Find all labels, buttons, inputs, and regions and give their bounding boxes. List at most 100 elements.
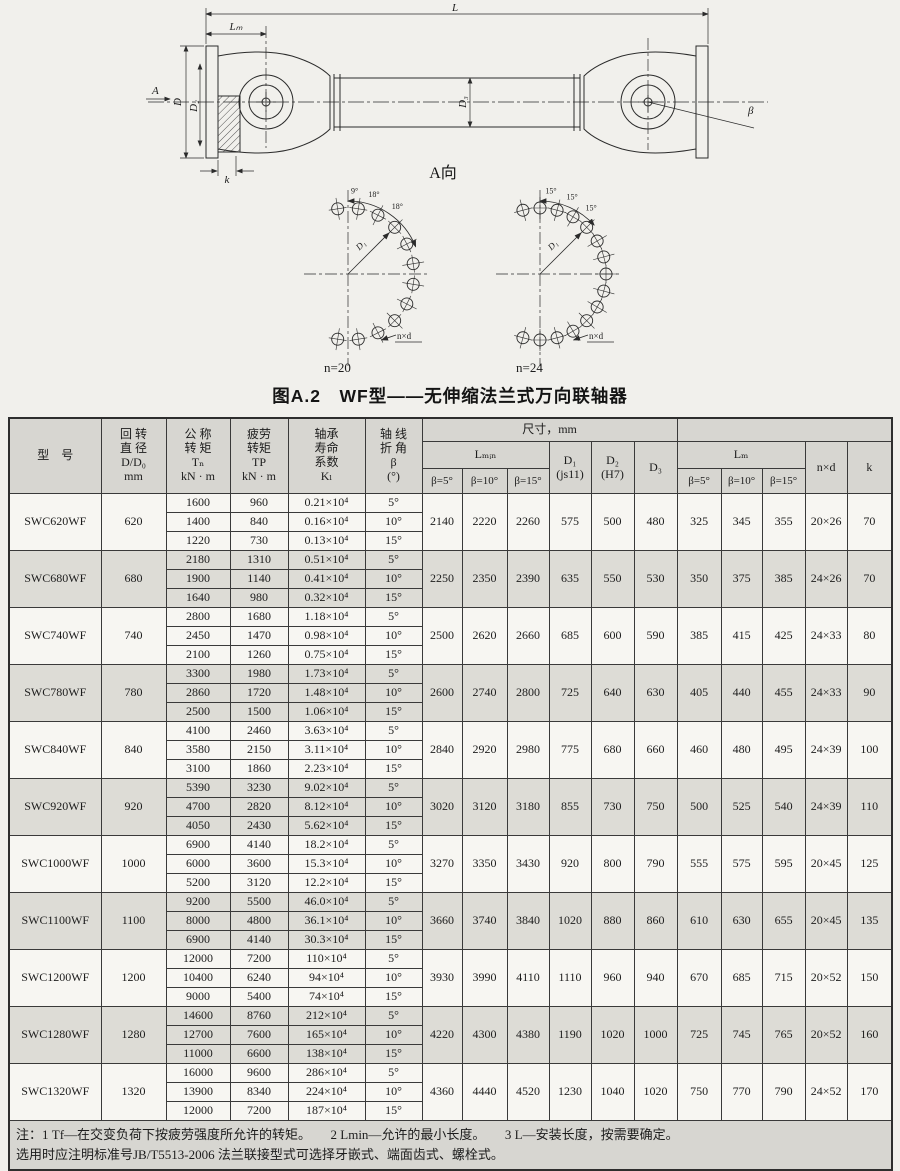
- d3-cell: 1000: [633, 1006, 678, 1064]
- lm5-cell: 500: [676, 778, 722, 836]
- kl-cell: 138×10⁴: [287, 1044, 366, 1064]
- dim-label-k: k: [225, 174, 231, 185]
- lm15-cell: 495: [761, 721, 806, 779]
- dimension-Lm: Lₘ: [205, 21, 267, 37]
- tn-cell: 2500: [165, 702, 231, 722]
- tp-cell: 8340: [229, 1082, 289, 1102]
- tp-cell: 960: [229, 493, 289, 513]
- table-row: 1900 1140 0.41×10⁴ 10°: [9, 569, 892, 589]
- lmin15-cell: 3180: [506, 778, 550, 836]
- beta-cell: 5°: [364, 1006, 423, 1026]
- table-row: 3580 2150 3.11×10⁴ 10°: [9, 740, 892, 760]
- table-row: 2860 1720 1.48×10⁴ 10°: [9, 683, 892, 703]
- bolt-hole: [590, 234, 604, 248]
- tp-cell: 1260: [229, 645, 289, 665]
- table-row: SWC740WF 740 2800 1680 1.18×10⁴ 5° 2500 2620 266…: [8, 607, 893, 665]
- lm10-cell: 415: [720, 607, 763, 665]
- tp-cell: 1720: [229, 683, 289, 703]
- tp-cell: 4140: [229, 835, 289, 855]
- tp-cell: 2150: [229, 740, 289, 760]
- coupling-body: [205, 45, 709, 159]
- bolt-hole: [516, 203, 530, 217]
- lm5-cell: 350: [676, 550, 722, 608]
- lmin10-cell: 3350: [461, 835, 508, 893]
- bolt-count-label: n=20: [324, 360, 351, 375]
- tp-cell: 840: [229, 512, 289, 532]
- kl-cell: 2.23×10⁴: [287, 759, 366, 779]
- tn-cell: 2450: [165, 626, 231, 646]
- beta-cell: 5°: [364, 949, 423, 969]
- tn-cell: 5200: [165, 873, 231, 893]
- d3-cell: 480: [633, 493, 678, 551]
- nxd-cell: 20×45: [804, 892, 848, 950]
- tn-cell: 3100: [165, 759, 231, 779]
- bolt-nxd-label: n×d: [589, 331, 604, 341]
- k-cell: 110: [846, 778, 893, 836]
- dim-label-Lm: Lₘ: [229, 21, 243, 33]
- kl-cell: 1.48×10⁴: [287, 683, 366, 703]
- tp-cell: 5400: [229, 987, 289, 1007]
- d3-cell: 750: [633, 778, 678, 836]
- kl-cell: 18.2×10⁴: [287, 835, 366, 855]
- lm10-cell: 575: [720, 835, 763, 893]
- d3-cell: 860: [633, 892, 678, 950]
- tn-cell: 1640: [165, 588, 231, 608]
- bolt-hole: [406, 257, 420, 271]
- dim-label-D2: D₂: [188, 100, 200, 113]
- tn-cell: 12000: [165, 949, 231, 969]
- k-cell: 70: [846, 550, 893, 608]
- tn-cell: 16000: [165, 1063, 231, 1083]
- kl-cell: 12.2×10⁴: [287, 873, 366, 893]
- lm5-cell: 750: [676, 1063, 722, 1121]
- nxd-cell: 24×33: [804, 607, 848, 665]
- bolt-angle-label: 15°: [545, 187, 556, 196]
- lmin15-cell: 2980: [506, 721, 550, 779]
- bolt-hole: [597, 250, 611, 264]
- kl-cell: 94×10⁴: [287, 968, 366, 988]
- lmin5-cell: 2140: [421, 493, 463, 551]
- tn-cell: 1220: [165, 531, 231, 551]
- lm10-cell: 440: [720, 664, 763, 722]
- lm5-cell: 725: [676, 1006, 722, 1064]
- table-row: 12000 7200 187×10⁴ 15°: [9, 1101, 892, 1121]
- beta-cell: 15°: [364, 1044, 423, 1064]
- table-row: SWC1280WF 1280 14600 8760 212×10⁴ 5° 4220 4300 4…: [8, 1006, 893, 1064]
- col-header-k: k: [846, 441, 893, 494]
- table-row: 1220 730 0.13×10⁴ 15°: [9, 531, 892, 551]
- beta-cell: 10°: [364, 1082, 423, 1102]
- col-header-diameter: 回 转 直 径 D/D₀ mm: [100, 417, 167, 494]
- bolt-nxd-label: n×d: [397, 331, 412, 341]
- bolt-hole: [590, 300, 604, 314]
- tp-cell: 7200: [229, 949, 289, 969]
- lm15-cell: 655: [761, 892, 806, 950]
- tn-cell: 1900: [165, 569, 231, 589]
- diameter-cell: 1000: [100, 835, 167, 893]
- d1-cell: 1190: [548, 1006, 592, 1064]
- bolt-angle-label: 18°: [392, 202, 403, 211]
- dim-label-D3: D₃: [457, 96, 469, 109]
- model-cell: SWC620WF: [8, 493, 102, 551]
- beta-cell: 15°: [364, 588, 423, 608]
- kl-cell: 0.98×10⁴: [287, 626, 366, 646]
- kl-cell: 1.18×10⁴: [287, 607, 366, 627]
- lm15-cell: 455: [761, 664, 806, 722]
- lm5-cell: 555: [676, 835, 722, 893]
- table-row: SWC1320WF 1320 16000 9600 286×10⁴ 5° 4360 4440 4…: [8, 1063, 893, 1121]
- col-header-model: 型 号: [8, 417, 102, 494]
- tn-cell: 11000: [165, 1044, 231, 1064]
- table-row: 11000 6600 138×10⁴ 15°: [9, 1044, 892, 1064]
- d3-cell: 940: [633, 949, 678, 1007]
- kl-cell: 8.12×10⁴: [287, 797, 366, 817]
- dimension-beta: β: [647, 101, 755, 129]
- bolt-hole: [550, 331, 564, 345]
- table-row: SWC680WF 680 2180 1310 0.51×10⁴ 5° 2250 2350 239…: [8, 550, 893, 608]
- col-header-beta: 轴 线 折 角 β (°): [364, 417, 423, 494]
- tn-cell: 1400: [165, 512, 231, 532]
- d1-cell: 1230: [548, 1063, 592, 1121]
- k-cell: 150: [846, 949, 893, 1007]
- dimension-D: D: [172, 45, 204, 159]
- bolt-hole: [406, 277, 420, 291]
- lm15-cell: 425: [761, 607, 806, 665]
- d2-cell: 600: [590, 607, 635, 665]
- d1-cell: 685: [548, 607, 592, 665]
